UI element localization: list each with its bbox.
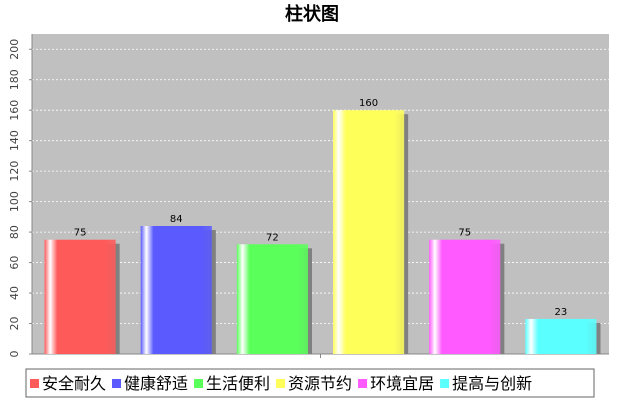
legend-item-label: 生活便利 xyxy=(206,374,270,393)
y-tick-label: 180 xyxy=(8,69,21,90)
y-tick-label: 80 xyxy=(8,225,21,239)
data-label: 72 xyxy=(266,232,279,243)
legend-swatch xyxy=(358,379,368,388)
axes xyxy=(31,34,609,358)
y-tick-label: 200 xyxy=(8,39,21,60)
bar-4 xyxy=(333,110,405,354)
legend-item-label: 提高与创新 xyxy=(452,374,532,393)
bar-1 xyxy=(44,239,116,354)
gridlines xyxy=(32,48,609,324)
data-label: 75 xyxy=(74,228,87,239)
legend-item-label: 环境宜居 xyxy=(370,374,434,393)
y-tick-label: 60 xyxy=(8,256,21,270)
legend-swatch xyxy=(194,379,204,388)
y-tick-labels: 0 20 40 60 80 100 120 140 160 180 200 xyxy=(8,39,32,358)
y-tick-label: 120 xyxy=(8,161,21,182)
y-tick-label: 0 xyxy=(8,351,21,358)
legend-swatch xyxy=(30,379,39,388)
legend-swatch xyxy=(276,379,286,388)
bar-5 xyxy=(429,239,501,354)
y-tick-label: 140 xyxy=(8,130,21,151)
chart-title: 柱状图 xyxy=(285,3,339,25)
y-tick-label: 20 xyxy=(8,317,21,331)
legend-item-label: 健康舒适 xyxy=(124,374,188,393)
bar-2 xyxy=(140,226,212,354)
legend-item-label: 资源节约 xyxy=(288,374,352,393)
legend: 安全耐久 健康舒适 生活便利 资源节约 环境宜居 提高与创新 xyxy=(25,368,595,398)
data-label: 84 xyxy=(170,214,183,225)
legend-swatch xyxy=(112,379,122,388)
legend-item-label: 安全耐久 xyxy=(42,374,106,393)
bar-3 xyxy=(236,244,308,354)
y-tick-label: 160 xyxy=(8,100,21,121)
data-label: 160 xyxy=(359,98,378,109)
data-label: 23 xyxy=(555,307,568,318)
data-labels: 75 84 72 160 75 23 xyxy=(74,98,568,318)
y-tick-label: 100 xyxy=(8,191,21,212)
plot-area xyxy=(32,34,609,354)
bars xyxy=(44,110,601,354)
data-label: 75 xyxy=(458,228,471,239)
y-tick-label: 40 xyxy=(8,286,21,300)
legend-swatch xyxy=(440,379,450,388)
bar-6 xyxy=(525,318,597,354)
